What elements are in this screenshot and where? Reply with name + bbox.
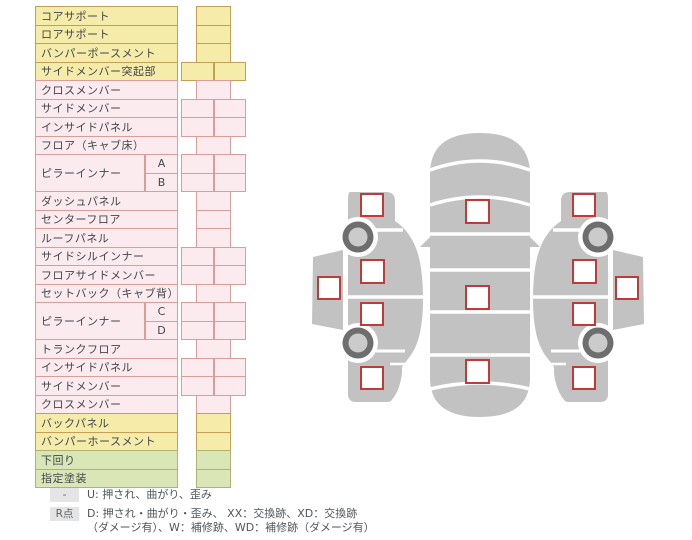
parts-table: コアサポート ロアサポート バンパーポースメント サイドメンバー突起部 クロスメンバーサ… (35, 6, 247, 488)
part-label: サイドメンバー突起部 (35, 61, 178, 81)
part-label: サイドメンバー (35, 98, 178, 118)
marker-roof[interactable] (465, 285, 490, 310)
marker-trunk[interactable] (465, 359, 490, 384)
part-label: ピラーインナー (35, 154, 145, 192)
part-label: サイドシルインナー (35, 246, 178, 266)
marker-left-rear-door[interactable] (360, 302, 384, 326)
part-label: バンパーポースメント (35, 43, 178, 63)
marker-left-front-fender[interactable] (360, 193, 384, 217)
marker-left-front-door[interactable] (360, 259, 385, 284)
legend-badge-dash: - (50, 488, 79, 502)
marker-hood[interactable] (465, 199, 490, 224)
part-label: センターフロア (35, 209, 178, 229)
part-label: ピラーインナー (35, 302, 145, 340)
marker-right-front-door[interactable] (572, 259, 597, 284)
marker-right-rear-door[interactable] (572, 302, 596, 326)
part-label: バンパーホースメント (35, 431, 178, 451)
marker-left-rear-fender[interactable] (360, 366, 384, 390)
legend-text-d-line2: （ダメージ有）、W：補修跡、WD：補修跡（ダメージ有） (87, 521, 375, 534)
marker-right-rear-fender[interactable] (572, 366, 596, 390)
legend-text-d-line1: D: 押され・曲がり・歪み、 XX：交換跡、XD：交換跡 (87, 506, 358, 520)
legend-text-u: U: 押され、曲がり、歪み (87, 488, 212, 501)
part-label: クロスメンバー (35, 394, 178, 414)
part-label: インサイドパネル (35, 117, 178, 137)
legend: - U: 押され、曲がり、歪み R点 D: 押され・曲がり・歪み、 XX：交換跡… (50, 488, 375, 540)
marker-left-outer-panel[interactable] (317, 276, 341, 300)
marker-right-front-fender[interactable] (572, 193, 596, 217)
right-mirror-shape (527, 234, 540, 247)
part-label: クロスメンバー (35, 80, 178, 100)
legend-row-r: R点 D: 押され・曲がり・歪み、 XX：交換跡、XD：交換跡 （ダメージ有）、… (50, 506, 375, 536)
part-label: バックパネル (35, 413, 178, 433)
left-mirror-shape (420, 234, 433, 247)
part-sublabel: A (145, 154, 178, 174)
legend-row-u: - U: 押され、曲がり、歪み (50, 488, 375, 503)
part-label: 指定塗装 (35, 468, 178, 488)
damage-cell[interactable] (196, 468, 231, 488)
legend-badge-r-point: R点 (50, 506, 79, 521)
part-label: フロアサイドメンバー (35, 265, 178, 285)
part-sublabel: C (145, 302, 178, 322)
part-label: フロア（キャブ床） (35, 135, 178, 155)
marker-right-outer-panel[interactable] (615, 276, 639, 300)
